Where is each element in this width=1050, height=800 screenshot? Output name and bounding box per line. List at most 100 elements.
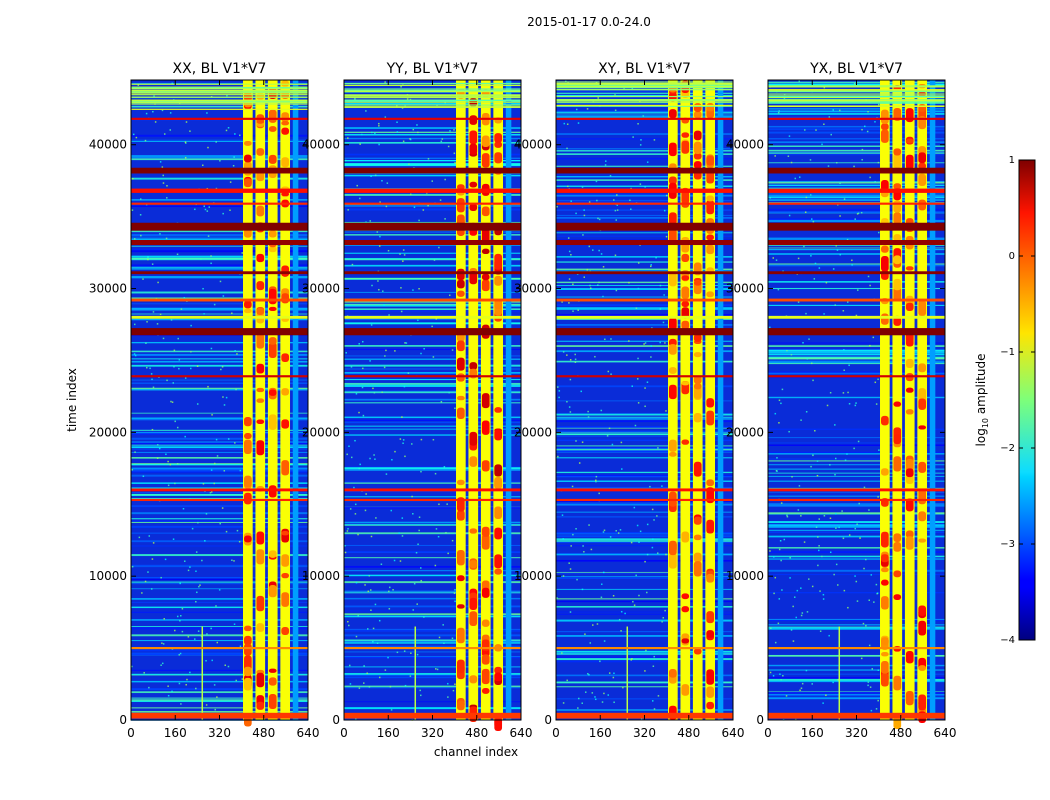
panel-streak bbox=[768, 574, 945, 576]
panel-speckle bbox=[219, 522, 221, 525]
panel-streak bbox=[556, 194, 733, 197]
panel-streak bbox=[556, 502, 733, 505]
panel-speckle bbox=[147, 255, 149, 258]
panel-speckle bbox=[619, 529, 622, 531]
top-streak bbox=[344, 99, 521, 101]
panel-streak bbox=[344, 291, 521, 293]
panel-streak bbox=[768, 362, 945, 365]
top-streak bbox=[556, 85, 733, 87]
panel-speckle bbox=[418, 529, 420, 532]
panel-speckle bbox=[170, 319, 173, 321]
panel-speckle bbox=[146, 366, 148, 369]
panel-speckle bbox=[441, 138, 444, 140]
band-blob bbox=[256, 531, 265, 545]
panel-speckle bbox=[387, 656, 389, 659]
panel-streak bbox=[344, 673, 521, 675]
panel-streak bbox=[556, 430, 733, 433]
panel-streak bbox=[344, 425, 521, 427]
panel-speckle bbox=[793, 596, 796, 598]
panel-streak bbox=[344, 628, 521, 630]
panel-speckle bbox=[873, 601, 875, 603]
panel-speckle bbox=[837, 584, 839, 586]
panel-speckle bbox=[587, 672, 589, 675]
panel-streak bbox=[131, 412, 308, 414]
panel-speckle bbox=[185, 121, 188, 123]
panel-speckle bbox=[664, 342, 666, 344]
panel-streak bbox=[131, 669, 308, 671]
panel-speckle bbox=[782, 675, 784, 677]
panel-speckle bbox=[566, 354, 568, 356]
panel-speckle bbox=[621, 468, 623, 470]
band-blob bbox=[693, 130, 702, 141]
panel-speckle bbox=[148, 535, 151, 537]
y-axis-label: time index bbox=[65, 368, 79, 432]
panel-streak bbox=[131, 463, 308, 466]
band-blob bbox=[669, 142, 677, 157]
panel-speckle bbox=[442, 624, 444, 626]
panel-streak bbox=[556, 448, 733, 450]
panel-speckle bbox=[665, 553, 667, 556]
panel-speckle bbox=[164, 558, 167, 561]
panel-speckle bbox=[589, 270, 591, 272]
panel-speckle bbox=[634, 424, 637, 427]
panel-streak bbox=[556, 268, 733, 271]
top-streak bbox=[344, 97, 521, 99]
panel-speckle bbox=[138, 536, 141, 539]
panel-streak bbox=[344, 252, 521, 254]
figure-suptitle: 2015-01-17 0.0-24.0 bbox=[527, 15, 651, 29]
band-blob bbox=[256, 92, 265, 100]
panel-streak bbox=[344, 651, 521, 653]
band-blob bbox=[256, 419, 265, 425]
panel-streak bbox=[768, 696, 945, 699]
band-blob bbox=[457, 198, 465, 213]
rfi-row bbox=[768, 298, 945, 302]
panel-streak bbox=[768, 208, 945, 211]
panel-speckle bbox=[878, 103, 880, 106]
panel-streak bbox=[768, 680, 945, 683]
panel-speckle bbox=[205, 660, 207, 662]
panel-streak bbox=[131, 512, 308, 514]
channel-band bbox=[243, 80, 253, 720]
panel-speckle bbox=[167, 685, 169, 687]
panel-streak bbox=[344, 506, 521, 509]
band-blob bbox=[669, 176, 677, 185]
panel-speckle bbox=[874, 181, 876, 183]
band-blob bbox=[881, 255, 889, 272]
panel-speckle bbox=[843, 369, 845, 371]
panel-streak bbox=[344, 466, 521, 468]
panel-speckle bbox=[796, 589, 799, 592]
panel-speckle bbox=[350, 366, 353, 368]
rfi-row bbox=[344, 298, 521, 302]
panel-speckle bbox=[867, 684, 869, 687]
rfi-row bbox=[344, 315, 521, 319]
panel-speckle bbox=[416, 603, 418, 605]
band-blob bbox=[457, 290, 465, 297]
panel-speckle bbox=[173, 365, 175, 368]
panel-speckle bbox=[588, 201, 591, 203]
panel-speckle bbox=[151, 378, 153, 381]
top-streak bbox=[131, 96, 308, 98]
panel-speckle bbox=[187, 636, 190, 638]
panel-speckle bbox=[366, 628, 369, 630]
panel-streak bbox=[768, 503, 945, 505]
panel-speckle bbox=[650, 356, 652, 358]
panel-speckle bbox=[194, 638, 196, 640]
band-blob bbox=[494, 476, 503, 489]
panel-speckle bbox=[180, 703, 182, 705]
band-blob bbox=[893, 675, 902, 691]
panel-streak bbox=[768, 669, 945, 671]
rfi-spike bbox=[414, 626, 417, 720]
panel-speckle bbox=[832, 109, 834, 111]
panel-speckle bbox=[595, 479, 597, 482]
panel-speckle bbox=[843, 589, 846, 592]
panel-speckle bbox=[817, 564, 819, 567]
panel-speckle bbox=[396, 121, 398, 123]
panel-speckle bbox=[197, 630, 200, 632]
band-blob bbox=[481, 206, 490, 217]
panel-speckle bbox=[812, 220, 815, 223]
panel-streak bbox=[131, 710, 308, 713]
panel-streak bbox=[344, 469, 521, 471]
panel-speckle bbox=[636, 378, 639, 380]
rfi-row bbox=[131, 498, 308, 502]
band-blob bbox=[918, 398, 927, 410]
